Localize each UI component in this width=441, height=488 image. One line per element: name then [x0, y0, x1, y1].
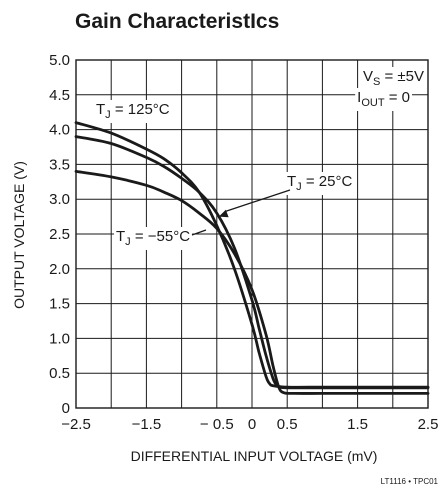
arrow-25c-line — [224, 189, 291, 213]
x-tick-label: 0.5 — [277, 416, 298, 433]
y-tick-label: 0 — [62, 400, 70, 417]
x-axis-label: DIFFERENTIAL INPUT VOLTAGE (mV) — [131, 448, 378, 464]
plot-frame — [75, 59, 429, 409]
x-tick-label-zero: 0 — [248, 416, 256, 433]
label-minus55c: TJ = −55°C — [114, 227, 193, 250]
leader-minus55c — [191, 229, 207, 236]
y-tick-label: 1.0 — [49, 330, 70, 347]
y-axis-label: OUTPUT VOLTAGE (V) — [11, 161, 27, 309]
condition-vs: VS = ±5V — [360, 67, 426, 90]
y-tick-label: 2.0 — [49, 261, 70, 278]
x-tick-label: 1.5 — [347, 416, 368, 433]
arrow-25c-head — [218, 209, 229, 218]
condition-iout: IOUT = 0 — [355, 88, 412, 111]
y-tick-label: 0.5 — [49, 365, 70, 382]
y-tick-label: 2.5 — [49, 226, 70, 243]
label-25c: TJ = 25°C — [285, 172, 355, 195]
y-tick-label: 1.5 — [49, 296, 70, 313]
curves — [74, 121, 430, 395]
svg-text:TJ = −55°C: TJ = −55°C — [116, 228, 190, 248]
curve-25c — [74, 135, 430, 390]
svg-text:TJ = 125°C: TJ = 125°C — [96, 101, 170, 121]
figure-code: LT1116 • TPC01 — [381, 477, 439, 486]
y-tick-label: 5.0 — [49, 52, 70, 69]
y-tick-label: 4.0 — [49, 122, 70, 139]
y-tick-label: 3.5 — [49, 156, 70, 173]
svg-text:TJ = 25°C: TJ = 25°C — [287, 173, 352, 193]
x-tick-label: − 0.5 — [200, 416, 234, 433]
x-tick-label: −1.5 — [132, 416, 162, 433]
y-axis-ticks: 0 0.5 1.0 1.5 2.0 2.5 3.0 3.5 4.0 4.5 5.0 — [49, 52, 70, 417]
curve-minus55c — [74, 170, 430, 395]
y-tick-label: 3.0 — [49, 191, 70, 208]
svg-text:VS = ±5V: VS = ±5V — [363, 68, 424, 88]
x-tick-label: 2.5 — [418, 416, 439, 433]
x-tick-label: −2.5 — [61, 416, 91, 433]
chart-title: Gain CharacteristIcs — [75, 10, 279, 33]
label-125c: TJ = 125°C — [94, 100, 172, 123]
svg-text:IOUT = 0: IOUT = 0 — [357, 89, 410, 109]
x-axis-ticks: −2.5 −1.5 − 0.5 0.5 1.5 2.5 0 — [61, 416, 438, 433]
y-tick-label: 4.5 — [49, 87, 70, 104]
